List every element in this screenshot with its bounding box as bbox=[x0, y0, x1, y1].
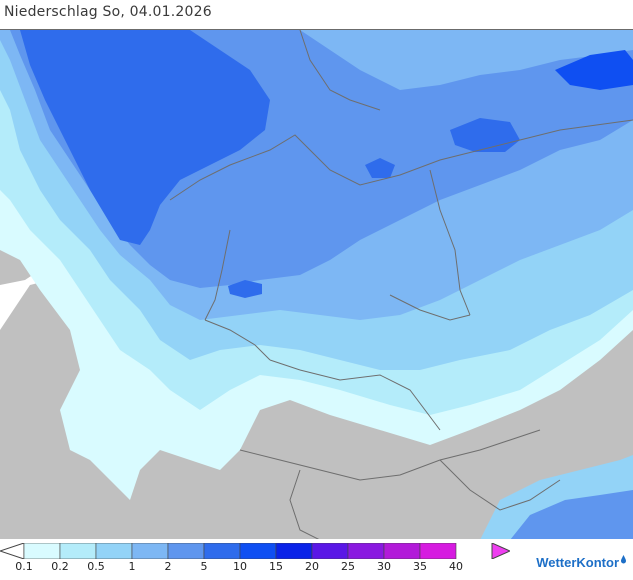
precip-area-5 bbox=[20, 30, 270, 245]
legend-tick-label: 35 bbox=[413, 560, 427, 573]
legend-swatch bbox=[203, 543, 241, 559]
legend-swatch bbox=[311, 543, 349, 559]
legend-tick-label: 5 bbox=[200, 560, 208, 573]
legend-swatch bbox=[131, 543, 169, 559]
border-scandinavia bbox=[299, 30, 381, 111]
precipitation-map-svg bbox=[0, 30, 633, 539]
raindrop-icon bbox=[621, 555, 626, 564]
map-title: Niederschlag So, 04.01.2026 bbox=[4, 4, 212, 20]
precipitation-map bbox=[0, 29, 633, 539]
brand-name: WetterKontor bbox=[536, 555, 619, 570]
border-de-cz bbox=[389, 294, 471, 321]
precipitation-layer bbox=[0, 30, 633, 539]
legend-swatch bbox=[167, 543, 205, 559]
legend-tick-label: 40 bbox=[449, 560, 463, 573]
legend-arrow-right bbox=[491, 543, 510, 559]
legend-tick-label: 0.2 bbox=[51, 560, 69, 573]
precip-cell-germany-east bbox=[365, 158, 395, 178]
border-de-pl bbox=[429, 169, 471, 316]
legend-colorbar bbox=[0, 543, 510, 559]
legend-swatch bbox=[419, 543, 457, 559]
title-bar: Niederschlag So, 04.01.2026 bbox=[0, 0, 633, 29]
border-de-at bbox=[299, 369, 441, 431]
border-de-ch bbox=[269, 359, 301, 371]
legend-tick-label: 30 bbox=[377, 560, 391, 573]
legend-tick-label: 2 bbox=[164, 560, 172, 573]
legend-tick-label: 1 bbox=[128, 560, 136, 573]
precip-cell-germany-west bbox=[228, 280, 262, 298]
legend-swatch bbox=[239, 543, 277, 559]
wetterkontor-logo: WetterKontor bbox=[536, 555, 627, 570]
legend-swatch bbox=[59, 543, 97, 559]
legend-tick-label: 10 bbox=[233, 560, 247, 573]
legend-tick-label: 0.1 bbox=[15, 560, 33, 573]
legend: 0.1 0.2 0.5 1 2 5 10 15 20 25 30 35 40 WetterKontor bbox=[0, 539, 633, 580]
legend-tick-label: 20 bbox=[305, 560, 319, 573]
legend-swatch bbox=[23, 543, 61, 559]
border-de-fr bbox=[204, 319, 271, 361]
border-balkans bbox=[439, 459, 561, 511]
border-de-nl bbox=[204, 229, 231, 321]
precip-cell-baltic bbox=[450, 118, 520, 152]
border-italy bbox=[289, 469, 320, 539]
border-alps bbox=[239, 429, 541, 481]
borders-layer bbox=[169, 30, 633, 539]
legend-swatch bbox=[383, 543, 421, 559]
legend-tick-label: 25 bbox=[341, 560, 355, 573]
legend-tick-label: 15 bbox=[269, 560, 283, 573]
legend-tick-label: 0.5 bbox=[87, 560, 105, 573]
border-coastline-north bbox=[169, 119, 633, 201]
precip-cell-northeast bbox=[555, 50, 633, 90]
precip-south-east-core bbox=[510, 490, 633, 539]
legend-arrow-left bbox=[0, 543, 25, 559]
legend-swatch bbox=[275, 543, 313, 559]
legend-swatch bbox=[347, 543, 385, 559]
legend-swatch bbox=[95, 543, 133, 559]
